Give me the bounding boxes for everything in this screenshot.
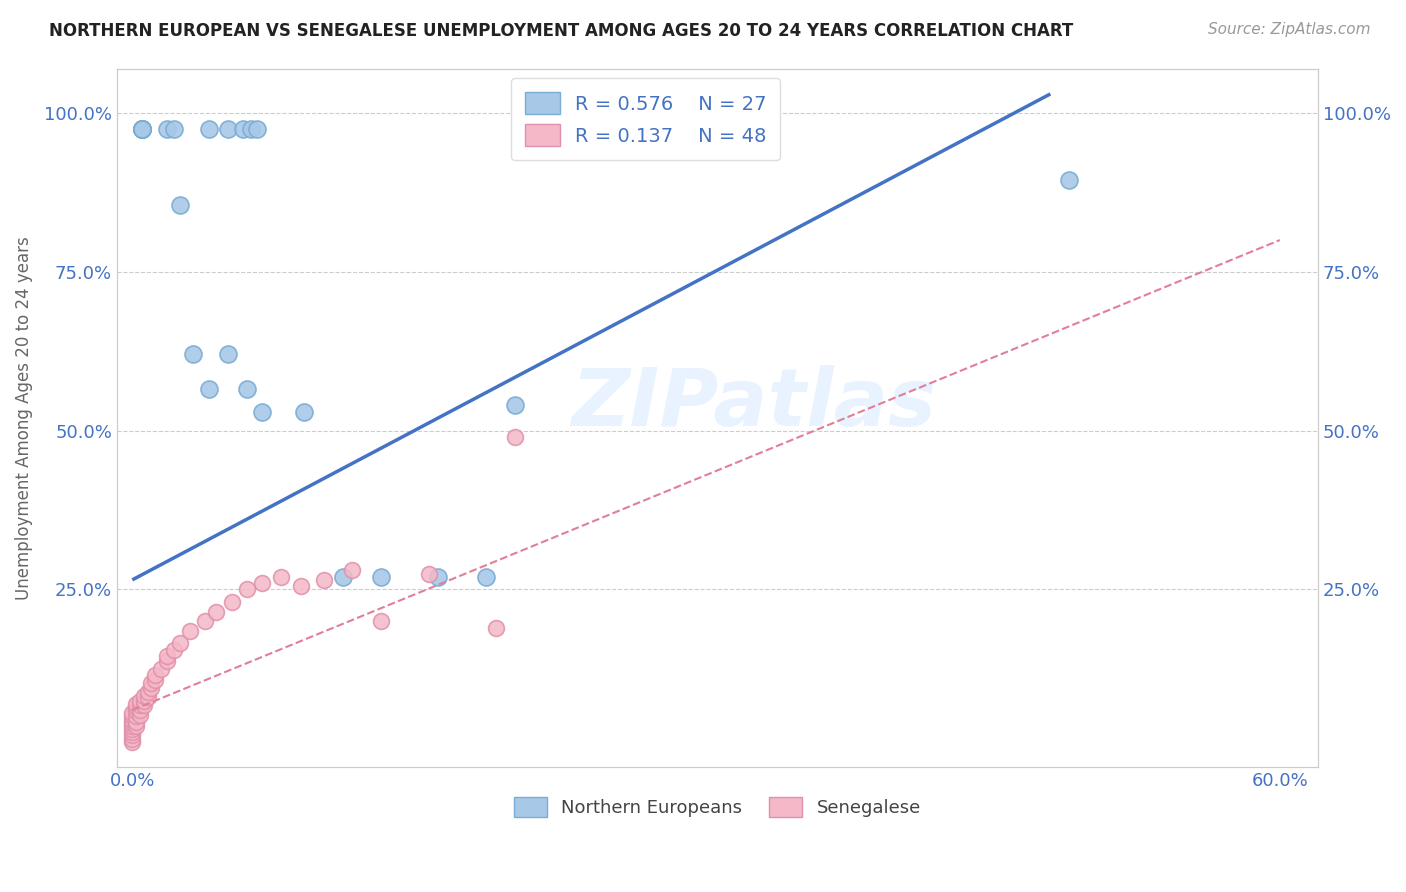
Text: ZIPatlas: ZIPatlas [571,365,936,443]
Point [121,706,143,721]
Point [169,198,191,212]
Point [125,719,148,733]
Point [121,719,143,733]
Point [132,693,155,707]
Point [125,700,148,714]
Point [236,582,259,597]
Point [131,121,153,136]
Point [370,570,392,584]
Text: Source: ZipAtlas.com: Source: ZipAtlas.com [1208,22,1371,37]
Point [143,673,166,687]
Point [121,731,143,746]
Point [125,697,148,711]
Point [131,121,153,136]
Point [342,563,364,577]
Point [239,121,262,136]
Point [427,570,450,584]
Point [129,703,152,717]
Point [136,685,159,699]
Point [129,708,152,723]
Point [125,704,148,718]
Point [197,382,219,396]
Point [121,709,143,723]
Point [246,121,269,136]
Point [136,690,159,705]
Point [270,570,292,584]
Point [217,347,239,361]
Point [503,430,526,444]
Point [485,620,508,634]
Point [197,121,219,136]
Point [370,614,392,628]
Point [205,605,228,619]
Point [503,398,526,412]
Point [121,715,143,730]
Point [131,121,153,136]
Point [163,642,186,657]
Point [194,614,217,628]
Point [131,121,153,136]
Text: NORTHERN EUROPEAN VS SENEGALESE UNEMPLOYMENT AMONG AGES 20 TO 24 YEARS CORRELATI: NORTHERN EUROPEAN VS SENEGALESE UNEMPLOY… [49,22,1073,40]
Point [163,121,186,136]
Point [332,570,354,584]
Point [149,662,172,676]
Point [217,121,239,136]
Point [121,713,143,727]
Point [129,693,152,707]
Point [169,636,191,650]
Point [252,404,274,418]
Point [1059,172,1081,186]
Point [183,347,205,361]
Point [125,714,148,729]
Point [141,681,163,695]
Point [125,709,148,723]
Point [156,121,179,136]
Point [132,698,155,712]
Point [156,654,179,668]
Point [294,404,316,418]
Point [156,649,179,664]
Point [121,722,143,736]
Point [221,595,243,609]
Point [131,121,153,136]
Point [179,624,201,638]
Point [131,121,153,136]
Point [252,576,274,591]
Point [312,573,335,587]
Point [232,121,254,136]
Point [236,382,259,396]
Point [141,676,163,690]
Point [131,121,153,136]
Point [290,579,312,593]
Point [143,668,166,682]
Point [475,570,498,584]
Point [418,566,440,581]
Legend: Northern Europeans, Senegalese: Northern Europeans, Senegalese [508,790,928,824]
Point [121,725,143,739]
Point [121,729,143,743]
Point [129,698,152,712]
Y-axis label: Unemployment Among Ages 20 to 24 years: Unemployment Among Ages 20 to 24 years [15,236,32,599]
Point [121,735,143,749]
Point [132,689,155,703]
